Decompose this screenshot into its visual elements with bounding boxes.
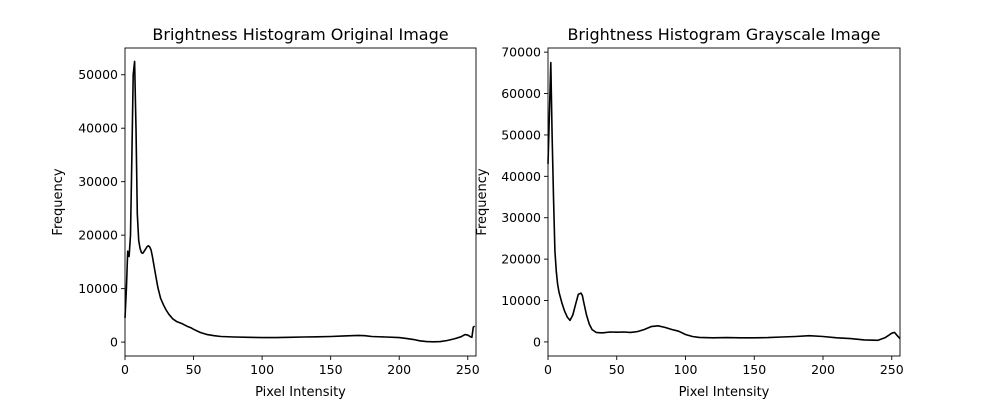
y-tick-label: 60000 [501,86,541,101]
series-line [547,61,901,342]
y-tick-label: 0 [533,334,541,349]
x-tick-label: 0 [544,362,552,377]
y-tick-label: 40000 [78,121,118,136]
chart-1: Brightness Histogram Original Image 0 50 10… [51,25,480,400]
series-line [124,60,476,343]
y-tick-label: 10000 [78,281,118,296]
x-tick-label: 50 [609,362,625,377]
y-tick-label: 70000 [501,45,541,60]
y-tick-label: 40000 [501,169,541,184]
axes-frame [547,47,901,357]
y-axis-label: Frequency [475,168,490,235]
y-tick-label: 50000 [501,127,541,142]
y-tick-label: 20000 [501,252,541,267]
chart-title: Brightness Histogram Grayscale Image [567,25,880,44]
y-tick-label: 30000 [501,210,541,225]
axes-frame [124,47,477,357]
x-axis-label: Pixel Intensity [255,385,346,400]
x-axis-label: Pixel Intensity [679,385,770,400]
x-tick-label: 200 [811,362,835,377]
y-axis-label: Frequency [51,168,66,235]
x-tick-label: 50 [186,362,202,377]
x-tick-label: 150 [319,362,343,377]
x-tick-label: 100 [674,362,698,377]
y-tick-label: 10000 [501,293,541,308]
x-tick-label: 200 [387,362,411,377]
y-tick-label: 20000 [78,228,118,243]
x-tick-label: 100 [250,362,274,377]
x-tick-label: 0 [121,362,129,377]
x-tick-label: 250 [880,362,904,377]
y-tick-label: 0 [110,335,118,350]
x-tick-label: 150 [742,362,766,377]
y-tick-label: 30000 [78,174,118,189]
chart-title: Brightness Histogram Original Image [152,25,448,44]
y-tick-label: 50000 [78,67,118,82]
x-tick-label: 250 [456,362,480,377]
chart-2: Brightness Histogram Grayscale Image 0 50 1… [475,25,904,400]
